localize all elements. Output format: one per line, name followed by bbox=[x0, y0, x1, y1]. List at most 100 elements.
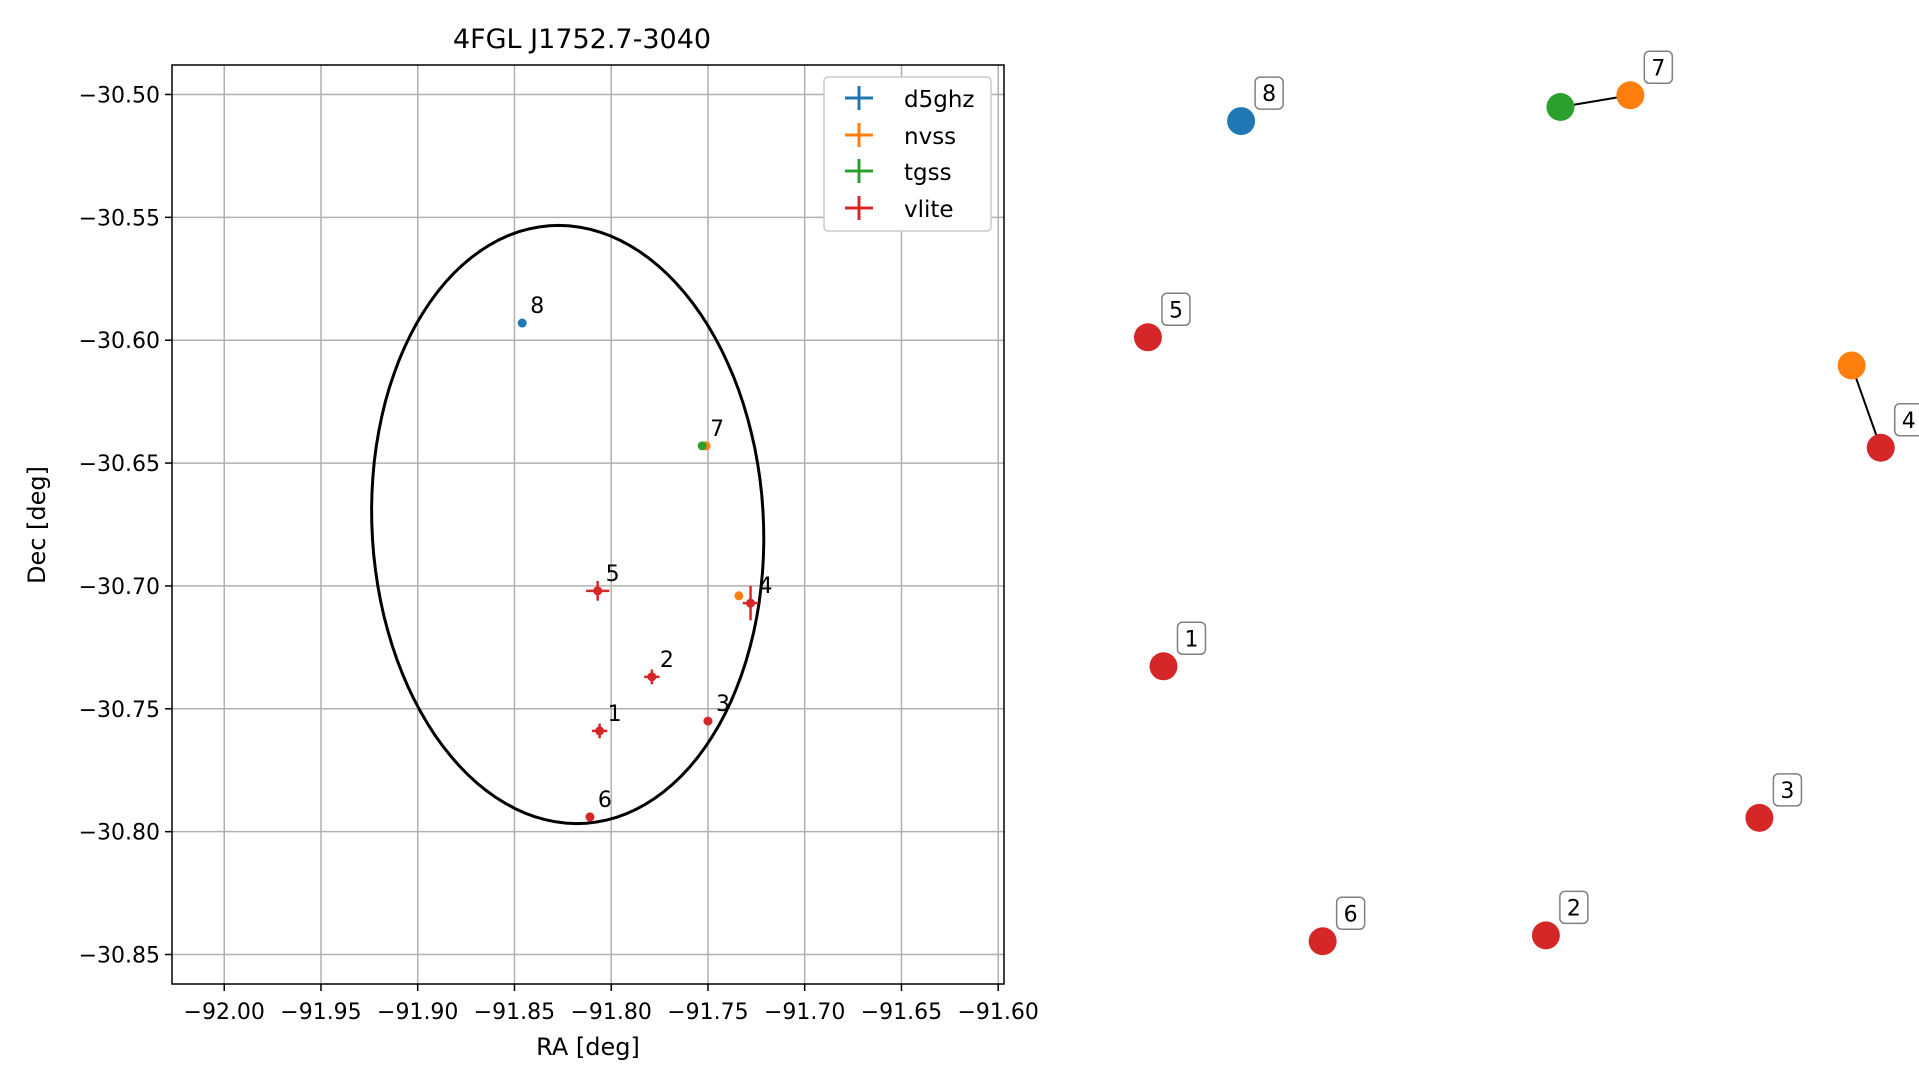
link-line bbox=[1850, 365, 1882, 449]
marker-nvss bbox=[734, 591, 744, 601]
layout-marker bbox=[1227, 107, 1256, 136]
point-label: 7 bbox=[710, 417, 724, 442]
label-box bbox=[1643, 50, 1674, 84]
grid bbox=[172, 65, 1004, 984]
layout-point-4: 4 bbox=[1866, 403, 1919, 462]
ra-dec-plot: 4FGL J1752.7-3040 −92.00 −91.95 −91.90 −91.… bbox=[23, 24, 1039, 1061]
legend-entry-nvss: nvss bbox=[845, 123, 956, 150]
label-layout-plot: 8 7 5 4 1 3 6 2 bbox=[1133, 50, 1919, 956]
label-box bbox=[1893, 403, 1919, 437]
point-label: 4 bbox=[759, 574, 773, 599]
label-box bbox=[1559, 890, 1589, 925]
x-tick-label: −91.85 bbox=[474, 1000, 555, 1025]
x-tick-label: −91.65 bbox=[861, 1000, 942, 1025]
legend: d5ghz nvss tgss vlite bbox=[823, 76, 992, 232]
x-tick-label: −91.70 bbox=[764, 1000, 845, 1025]
marker-d5ghz-8: 8 bbox=[517, 294, 544, 328]
y-axis-ticks: −30.50 −30.55 −30.60 −30.65 −30.70 −30.75 −30.… bbox=[79, 83, 172, 969]
layout-point-1: 1 bbox=[1149, 621, 1207, 681]
data-point bbox=[697, 441, 707, 451]
label-text: 5 bbox=[1169, 298, 1183, 323]
x-axis-ticks: −92.00 −91.95 −91.90 −91.85 −91.80 −91.75 −91.… bbox=[184, 984, 1039, 1025]
y-tick-label: −30.80 bbox=[79, 821, 160, 846]
x-tick-label: −91.75 bbox=[667, 1000, 748, 1025]
layout-marker bbox=[1866, 433, 1895, 462]
data-point bbox=[585, 812, 595, 822]
y-tick-label: −30.50 bbox=[79, 83, 160, 108]
legend-label-tgss: tgss bbox=[904, 160, 952, 186]
y-tick-label: −30.70 bbox=[79, 575, 160, 600]
point-label: 8 bbox=[530, 294, 544, 319]
data-point bbox=[595, 726, 605, 736]
x-tick-label: −92.00 bbox=[184, 1000, 265, 1025]
label-text: 1 bbox=[1184, 627, 1198, 652]
point-label: 5 bbox=[606, 562, 620, 587]
data-point bbox=[734, 591, 744, 601]
layout-marker bbox=[1837, 351, 1866, 380]
marker-vlite-3: 3 bbox=[703, 692, 730, 726]
x-tick-label: −91.95 bbox=[280, 1000, 361, 1025]
layout-point-3: 3 bbox=[1745, 773, 1803, 832]
legend-label-nvss: nvss bbox=[904, 124, 956, 150]
layout-point-7: 7 bbox=[1616, 50, 1674, 110]
x-tick-label: −91.60 bbox=[957, 1000, 1038, 1025]
plot-frame bbox=[171, 64, 1005, 985]
label-text: 8 bbox=[1262, 82, 1276, 107]
label-box bbox=[1176, 621, 1207, 656]
layout-marker bbox=[1616, 81, 1645, 110]
layout-marker bbox=[1531, 921, 1560, 950]
y-tick-label: −30.75 bbox=[79, 698, 160, 723]
label-text: 2 bbox=[1567, 896, 1581, 921]
source-markers: 8 7 1 2 3 4 5 6 bbox=[517, 294, 773, 822]
layout-point-6: 6 bbox=[1308, 896, 1366, 956]
layout-marker bbox=[1308, 927, 1337, 956]
marker-vlite-6: 6 bbox=[585, 788, 612, 822]
layout-marker bbox=[1133, 323, 1162, 352]
layout-point-5: 5 bbox=[1133, 292, 1191, 352]
data-point bbox=[746, 598, 756, 608]
marker-vlite-2: 2 bbox=[644, 648, 674, 685]
chart-title: 4FGL J1752.7-3040 bbox=[453, 24, 711, 55]
legend-entry-d5ghz: d5ghz bbox=[845, 86, 974, 113]
layout-point bbox=[1546, 93, 1575, 121]
legend-entry-tgss: tgss bbox=[845, 159, 952, 186]
label-box bbox=[1772, 773, 1803, 807]
data-point bbox=[593, 586, 603, 596]
point-label: 6 bbox=[598, 788, 612, 813]
marker-vlite-5: 5 bbox=[586, 562, 620, 601]
label-text: 4 bbox=[1902, 409, 1916, 434]
label-box bbox=[1161, 292, 1191, 327]
label-text: 3 bbox=[1780, 779, 1794, 804]
point-label: 2 bbox=[660, 648, 674, 673]
point-label: 1 bbox=[608, 702, 622, 727]
layout-point-2: 2 bbox=[1531, 890, 1589, 950]
legend-label-d5ghz: d5ghz bbox=[904, 87, 974, 113]
label-box bbox=[1335, 896, 1366, 930]
y-tick-label: −30.60 bbox=[79, 329, 160, 354]
data-point bbox=[517, 318, 527, 328]
x-tick-label: −91.80 bbox=[571, 1000, 652, 1025]
marker-tgss-7: 7 bbox=[697, 417, 724, 451]
y-tick-label: −30.55 bbox=[79, 206, 160, 231]
legend-box bbox=[823, 76, 992, 232]
y-tick-label: −30.85 bbox=[79, 944, 160, 969]
layout-point bbox=[1837, 351, 1866, 380]
data-point bbox=[703, 716, 713, 726]
label-text: 6 bbox=[1344, 902, 1358, 927]
point-label: 3 bbox=[716, 692, 730, 717]
marker-vlite-4: 4 bbox=[742, 574, 773, 621]
legend-label-vlite: vlite bbox=[904, 197, 954, 223]
x-tick-label: −91.90 bbox=[377, 1000, 458, 1025]
layout-marker bbox=[1546, 93, 1575, 121]
x-axis-label: RA [deg] bbox=[536, 1033, 640, 1061]
label-text: 7 bbox=[1651, 56, 1665, 81]
layout-marker bbox=[1745, 803, 1774, 832]
y-tick-label: −30.65 bbox=[79, 452, 160, 477]
y-axis-label: Dec [deg] bbox=[23, 466, 51, 584]
error-ellipse bbox=[370, 223, 766, 826]
data-point bbox=[647, 672, 657, 682]
layout-marker bbox=[1149, 652, 1178, 681]
marker-vlite-1: 1 bbox=[591, 702, 622, 739]
layout-point-8: 8 bbox=[1227, 76, 1284, 136]
